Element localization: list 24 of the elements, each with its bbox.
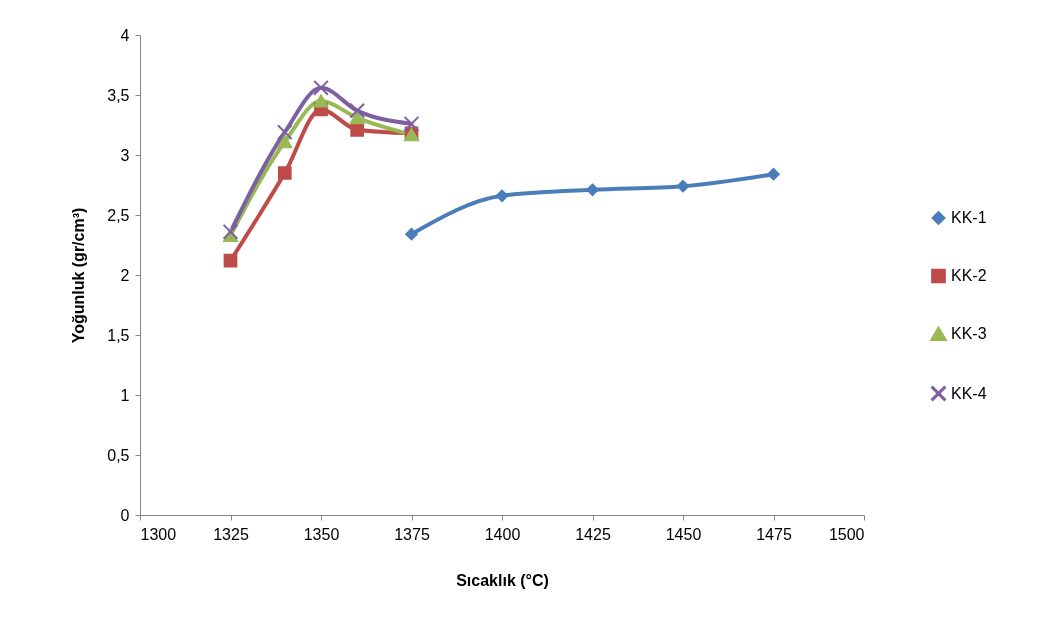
y-tick-label: 3,5 — [107, 86, 130, 104]
y-tick-label: 2,5 — [107, 206, 130, 224]
y-tick-label: 4 — [120, 26, 130, 44]
y-tick-label: 1 — [120, 386, 130, 404]
legend-label: KK-4 — [951, 384, 987, 402]
x-axis-title: Sıcaklık (°C) — [456, 571, 549, 589]
x-tick-label: 1475 — [756, 525, 792, 543]
x-tick-label: 1400 — [484, 525, 521, 543]
legend-label: KK-3 — [951, 325, 987, 342]
x-tick-label: 1450 — [665, 525, 702, 543]
y-tick-label: 0 — [120, 506, 130, 524]
y-tick-label: 0,5 — [107, 446, 130, 464]
legend-label: KK-1 — [951, 209, 987, 226]
x-tick-label: 1350 — [303, 525, 340, 543]
x-tick-label: 1500 — [828, 525, 865, 543]
x-tick-label: 1425 — [575, 525, 611, 543]
x-tick-label: 1375 — [394, 525, 430, 543]
x-tick-label: 1300 — [140, 525, 177, 543]
y-tick-label: 1,5 — [107, 326, 130, 344]
x-tick-label: 1325 — [213, 525, 249, 543]
y-axis-title: Yoğunluk (gr/cm³) — [70, 207, 88, 344]
legend-label: KK-2 — [951, 267, 987, 284]
y-tick-label: 3 — [120, 146, 130, 164]
y-tick-label: 2 — [120, 266, 130, 284]
